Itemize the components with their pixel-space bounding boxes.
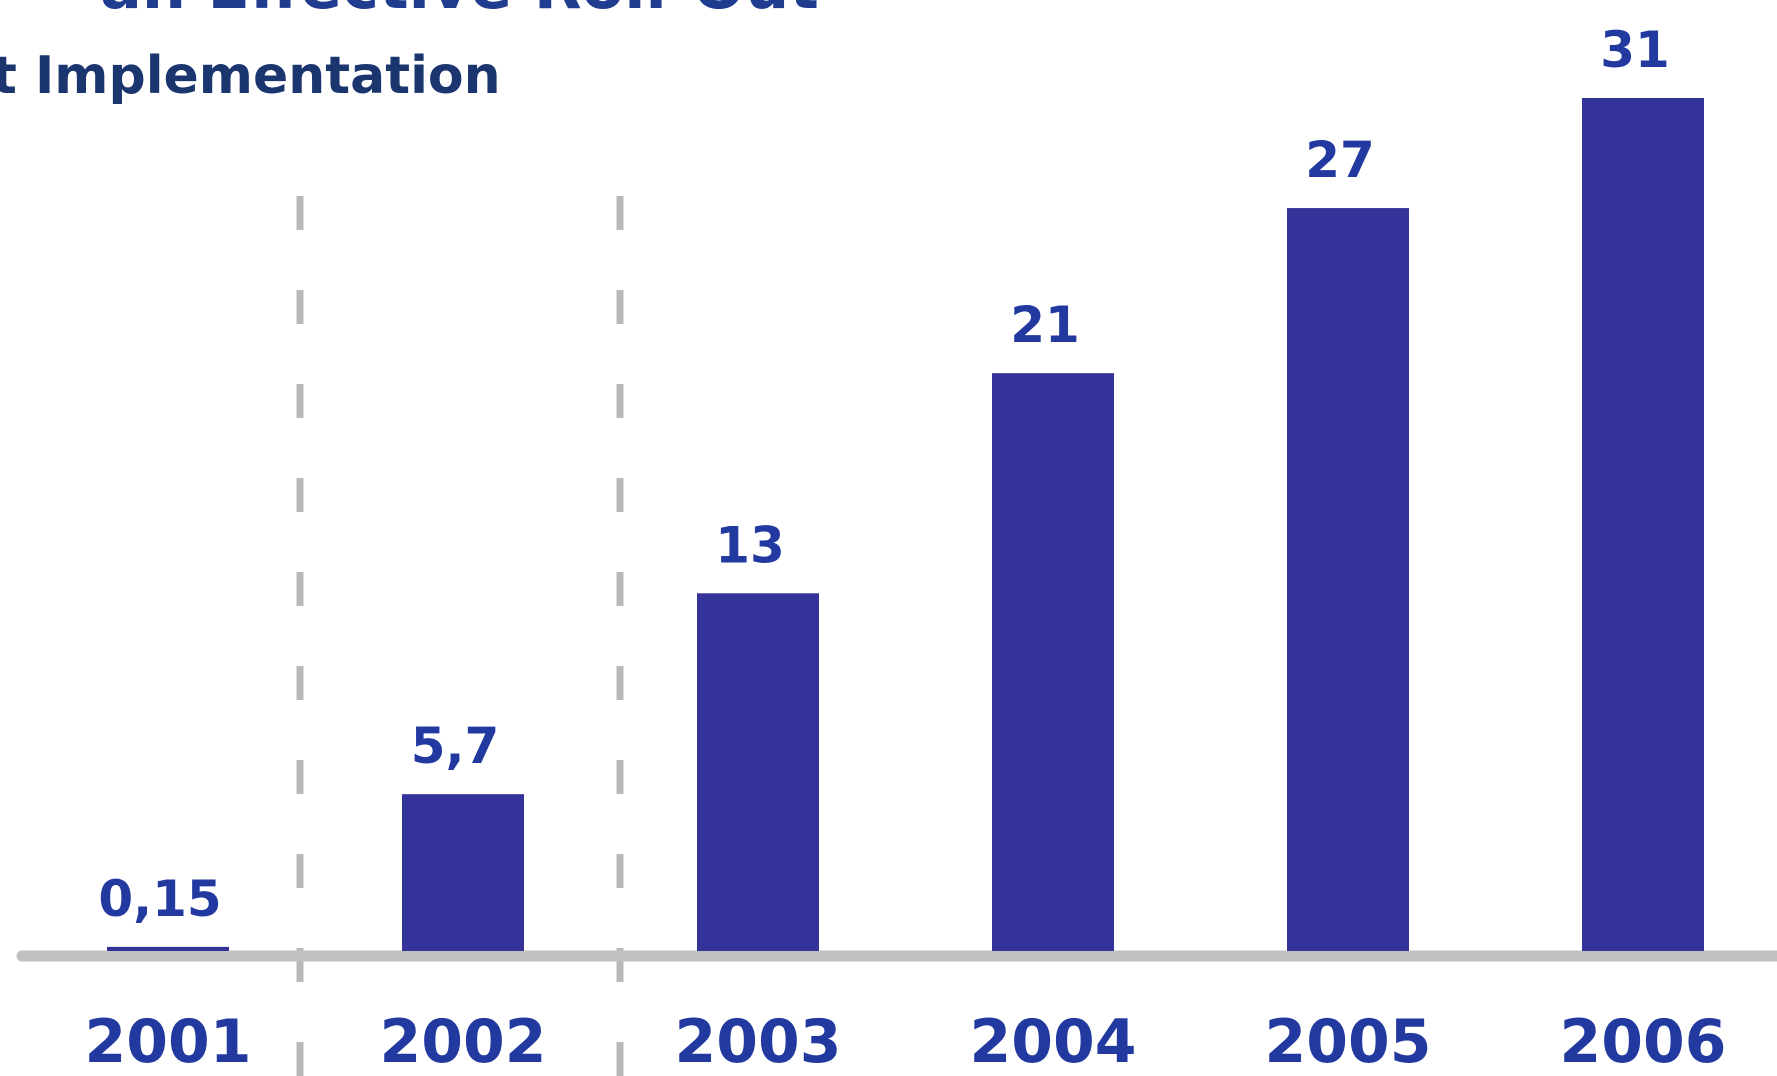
data-label-2002: 5,7 [411,717,500,775]
category-label-2005: 2005 [1265,1007,1432,1076]
data-label-2004: 21 [1010,296,1080,354]
bar-2004 [992,373,1114,952]
category-label-2004: 2004 [970,1007,1137,1076]
bar-2002 [402,794,524,951]
chart-subtitle: t Implementation [0,46,501,106]
bars [107,98,1704,952]
category-label-2003: 2003 [675,1007,842,1076]
data-label-2001: 0,15 [98,870,221,928]
data-label-2003: 13 [715,516,785,574]
category-label-2002: 2002 [380,1007,547,1076]
category-label-2001: 2001 [85,1007,252,1076]
bar-2005 [1287,208,1409,951]
data-labels: 0,15 5,7 13 21 27 31 [98,21,1669,928]
bar-2001 [107,946,229,951]
chart-title: an Effective Roll-Out [100,0,819,23]
bar-2006 [1582,98,1704,951]
data-label-2005: 27 [1305,131,1375,189]
bar-2003 [697,593,819,951]
data-label-2006: 31 [1600,21,1670,79]
category-label-2006: 2006 [1560,1007,1727,1076]
category-labels: 2001 2002 2003 2004 2005 2006 [85,1007,1727,1076]
